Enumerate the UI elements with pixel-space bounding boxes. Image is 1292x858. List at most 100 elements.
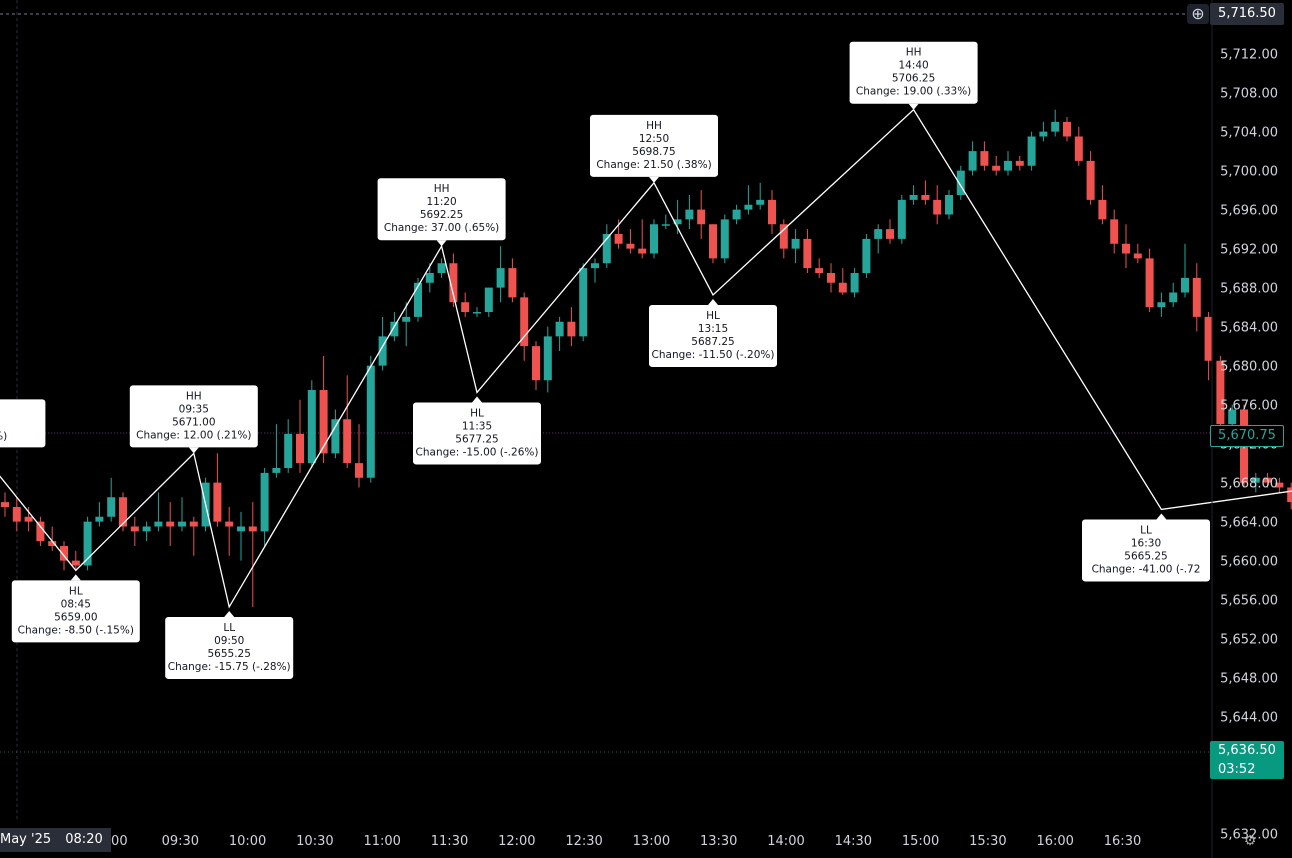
plus-circle-icon[interactable]: ⊕ xyxy=(1187,4,1209,24)
zigzag-label-line: Change: -8.50 (-.15%) xyxy=(18,624,134,636)
candle-body xyxy=(685,209,694,220)
candle-body xyxy=(1169,292,1178,303)
candle xyxy=(213,453,222,527)
candle-body xyxy=(24,516,33,522)
candle xyxy=(579,263,588,342)
price-axis[interactable]: 5,712.00 5,708.00 5,704.00 5,700.00 5,696.00… xyxy=(1211,0,1278,858)
countdown-time: 03:52 xyxy=(1218,762,1256,777)
zigzag-label-line: Change: 12.00 (.21%) xyxy=(136,429,251,441)
candle xyxy=(225,507,234,556)
candle-body xyxy=(319,390,328,454)
candle-body xyxy=(543,336,552,381)
candle-body xyxy=(414,282,422,317)
price-tick-label: 5,668.00 xyxy=(1220,477,1278,492)
zigzag-label-box xyxy=(649,304,777,367)
candle-body xyxy=(213,482,222,522)
candle-body xyxy=(331,419,340,454)
candle-body xyxy=(909,195,918,200)
candle-body xyxy=(992,165,1001,171)
candle xyxy=(237,511,245,561)
zigzag-label-line: HL xyxy=(706,310,720,322)
candle xyxy=(496,246,505,303)
candle xyxy=(874,224,883,254)
candle-body xyxy=(425,273,434,283)
candle xyxy=(768,190,776,234)
zigzag-label: 05025 (.20%) xyxy=(0,399,46,448)
candle-body xyxy=(921,195,930,200)
time-tick-label: 15:30 xyxy=(969,834,1006,849)
gear-icon[interactable]: ⚙ xyxy=(1243,833,1257,849)
price-tick-label: 5,632.00 xyxy=(1220,828,1278,843)
candle xyxy=(1169,282,1178,308)
candle xyxy=(1086,151,1095,205)
candle-body xyxy=(1133,253,1142,259)
candle-body xyxy=(1145,258,1154,308)
candle xyxy=(48,526,57,551)
candle xyxy=(921,180,930,205)
candle-body xyxy=(225,521,234,527)
zigzag-label-line: 16:30 xyxy=(1131,537,1161,549)
candle-body xyxy=(272,468,281,473)
candle xyxy=(1275,477,1284,493)
candle xyxy=(272,424,281,478)
zigzag-label-line: HH xyxy=(434,183,450,195)
price-tick-label: 5,664.00 xyxy=(1220,516,1278,531)
candle xyxy=(815,258,824,278)
candle-body xyxy=(36,521,45,542)
candle-body xyxy=(1287,487,1292,503)
candle xyxy=(189,516,198,556)
candle xyxy=(355,424,363,488)
price-tick-label: 5,700.00 xyxy=(1220,165,1278,180)
zigzag-label-pointer xyxy=(436,240,447,247)
time-axis[interactable]: 9:00 09:30 10:00 10:30 11:00 11:30 12:00 12:30 1… xyxy=(98,834,1141,849)
candle xyxy=(945,190,953,220)
candle xyxy=(532,341,540,390)
candle xyxy=(248,502,257,607)
candle xyxy=(296,399,304,473)
candle xyxy=(461,292,470,317)
candle-body xyxy=(48,541,57,546)
candle-body xyxy=(142,526,151,532)
zigzag-label-line: Change: 19.00 (.33%) xyxy=(856,86,971,98)
zigzag-label-line: 5706.25 xyxy=(892,73,935,85)
candle xyxy=(166,502,175,546)
zigzag-label-line: HH xyxy=(646,120,662,132)
zigzag-label-line: Change: -15.00 (-.26%) xyxy=(416,446,539,458)
price-tick-label: 5,680.00 xyxy=(1220,360,1278,375)
candle-body xyxy=(850,273,859,293)
candle-body xyxy=(768,199,776,225)
zigzag-label-line: 5692.25 xyxy=(420,209,463,221)
zigzag-label-line: HL xyxy=(470,407,484,419)
candle xyxy=(1192,263,1201,332)
candle-body xyxy=(874,229,883,239)
price-tick-label: 5,644.00 xyxy=(1220,711,1278,726)
candle xyxy=(1204,312,1213,381)
time-tick-label: 14:30 xyxy=(835,834,872,849)
zigzag-label-line: 5698.75 xyxy=(632,146,675,158)
zigzag-label-line: 5677.25 xyxy=(455,433,498,445)
candle-body xyxy=(838,282,847,293)
price-tick-label: 5,660.00 xyxy=(1220,555,1278,570)
candle-body xyxy=(1015,160,1024,166)
zigzag-label-line: 5687.25 xyxy=(691,336,734,348)
candle-body xyxy=(779,224,788,249)
zigzag-label-box xyxy=(165,616,294,679)
zigzag-label-line: 13:15 xyxy=(698,323,728,335)
candle-body xyxy=(390,321,399,337)
zigzag-label-line: LL xyxy=(223,622,235,634)
candle-body xyxy=(437,263,446,273)
candle xyxy=(1051,109,1060,137)
candle xyxy=(791,229,800,264)
candle xyxy=(697,190,706,239)
candle xyxy=(1157,292,1166,317)
candle-body xyxy=(119,497,127,527)
zigzag-label-line: 09:35 xyxy=(179,403,209,415)
candle xyxy=(142,521,151,542)
candle-body xyxy=(12,507,21,522)
candle-body xyxy=(1263,477,1272,483)
zigzag-label-pointer xyxy=(70,574,81,581)
